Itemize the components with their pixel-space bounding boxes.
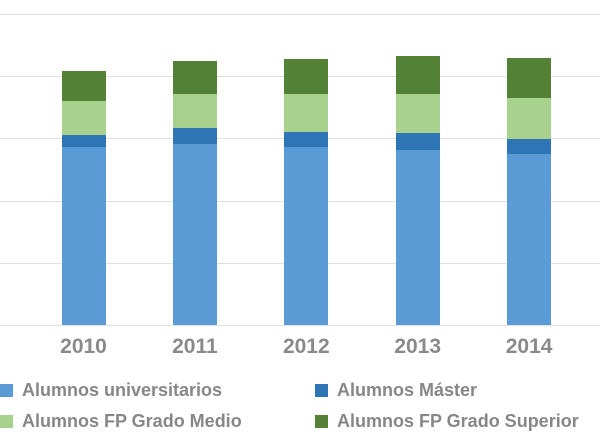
legend-label: Alumnos Máster [337, 379, 478, 400]
bar-segment [61, 135, 106, 148]
legend-label: Alumnos FP Grado Superior [337, 410, 579, 431]
bar-segment [61, 101, 106, 136]
bar-segment [395, 93, 440, 133]
legend-item: Alumnos universitarios [0, 379, 315, 400]
bar-segment [395, 133, 440, 150]
gridline [0, 325, 600, 326]
bar-segment [395, 55, 440, 94]
legend-item: Alumnos FP Grado Medio [0, 410, 315, 431]
bar-segment [284, 94, 329, 133]
gridline [0, 14, 600, 15]
legend-swatch-icon [315, 414, 328, 428]
legend-item: Alumnos Máster [315, 379, 600, 400]
x-axis-label: 2014 [505, 335, 553, 358]
bar-segment [507, 57, 552, 98]
x-axis-label: 2010 [60, 335, 107, 358]
bar-segment [284, 58, 329, 95]
legend-item: Alumnos FP Grado Superior [315, 410, 600, 431]
bar-segment [172, 60, 217, 95]
bar-segment [284, 132, 329, 148]
x-axis-label: 2013 [394, 335, 442, 358]
bar-segment [172, 144, 217, 325]
bar-segment [507, 138, 552, 155]
legend: Alumnos universitarios Alumnos Máster Alum… [0, 379, 600, 431]
legend-label: Alumnos universitarios [22, 379, 223, 400]
bar-segment [61, 147, 106, 325]
bar-segment [395, 149, 440, 325]
legend-swatch-icon [0, 414, 13, 428]
bar-segment [507, 154, 552, 325]
bar-segment [172, 128, 217, 144]
bar-segment [284, 147, 329, 325]
legend-label: Alumnos FP Grado Medio [22, 410, 242, 431]
x-axis-label: 2011 [172, 335, 218, 358]
legend-swatch-icon [0, 383, 13, 397]
bar-segment [507, 97, 552, 139]
bar-segment [61, 70, 106, 102]
bar-segment [172, 94, 217, 129]
x-axis-label: 2012 [282, 335, 330, 358]
legend-swatch-icon [315, 383, 328, 397]
